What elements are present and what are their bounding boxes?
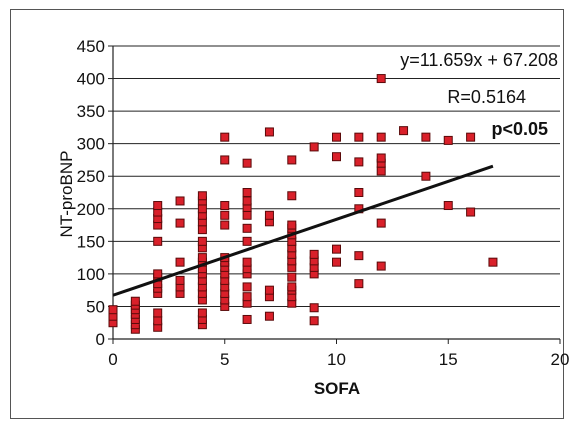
data-point — [197, 308, 207, 318]
data-point — [175, 218, 185, 228]
data-point — [376, 261, 386, 271]
data-point — [287, 220, 297, 230]
data-point — [197, 236, 207, 246]
regression-equation: y=11.659x + 67.208 — [400, 50, 558, 70]
gridlines — [113, 45, 560, 307]
data-points — [108, 74, 498, 334]
data-point — [242, 314, 252, 324]
data-point — [287, 272, 297, 282]
axes — [108, 45, 561, 344]
data-point — [242, 292, 252, 302]
data-point — [130, 296, 140, 306]
data-point — [153, 269, 163, 279]
x-tick-label: 20 — [551, 350, 570, 369]
data-point — [399, 126, 409, 136]
data-point — [264, 127, 274, 137]
data-point — [354, 157, 364, 167]
data-point — [220, 210, 230, 220]
y-tick-label: 300 — [77, 135, 105, 154]
data-point — [332, 152, 341, 162]
data-point — [466, 132, 476, 142]
data-point — [443, 135, 453, 145]
data-point — [220, 155, 230, 165]
data-point — [175, 196, 185, 206]
p-value: p<0.05 — [491, 119, 548, 139]
data-point — [242, 223, 252, 233]
data-point — [466, 207, 476, 217]
y-tick-label: 400 — [77, 70, 105, 89]
data-point — [242, 282, 252, 292]
data-point — [197, 204, 207, 214]
y-tick-label: 0 — [96, 330, 105, 349]
data-point — [332, 257, 341, 267]
y-tick-label: 150 — [77, 232, 105, 251]
data-point — [242, 236, 252, 246]
data-point — [287, 191, 297, 201]
correlation-value: R=0.5164 — [447, 87, 526, 107]
data-point — [220, 132, 230, 142]
data-point — [153, 308, 163, 318]
data-point — [376, 74, 386, 84]
regression-line — [112, 164, 494, 297]
data-point — [175, 257, 185, 267]
data-point — [421, 132, 431, 142]
data-point — [376, 166, 386, 176]
data-point — [443, 201, 453, 211]
x-tick-label: 5 — [220, 350, 229, 369]
data-point — [309, 303, 319, 313]
data-point — [421, 171, 431, 181]
data-point — [354, 279, 364, 289]
y-tick-label: 450 — [77, 37, 105, 56]
data-point — [242, 158, 252, 168]
y-tick-label: 250 — [77, 167, 105, 186]
data-point — [354, 251, 364, 261]
data-point — [332, 244, 341, 254]
data-point — [309, 316, 319, 326]
data-point — [264, 210, 274, 220]
data-point — [354, 188, 364, 197]
data-point — [242, 188, 252, 197]
tick-labels: 0 50 100 150 200 250 300 350 400 450 0 5 10 15 20 — [77, 37, 570, 369]
data-point — [488, 257, 498, 267]
data-point — [332, 132, 341, 142]
data-point — [197, 225, 207, 235]
y-tick-label: 100 — [77, 265, 105, 284]
data-point — [153, 201, 163, 211]
x-tick-label: 10 — [327, 350, 346, 369]
data-point — [220, 220, 230, 230]
data-point — [197, 191, 207, 201]
x-tick-label: 15 — [439, 350, 458, 369]
x-tick-label: 0 — [108, 350, 117, 369]
data-point — [220, 201, 230, 211]
data-point — [153, 236, 163, 246]
data-point — [242, 257, 252, 267]
data-point — [197, 253, 207, 263]
data-point — [264, 285, 274, 295]
data-point — [242, 210, 252, 220]
data-point — [175, 275, 185, 285]
data-point — [153, 316, 163, 326]
data-point — [108, 305, 118, 315]
x-axis-title: SOFA — [314, 379, 360, 398]
y-tick-label: 350 — [77, 102, 105, 121]
y-tick-label: 50 — [86, 297, 105, 316]
data-point — [376, 153, 386, 163]
data-point — [287, 155, 297, 165]
data-point — [242, 196, 252, 206]
data-point — [309, 142, 319, 152]
data-point — [309, 249, 319, 259]
data-point — [376, 132, 386, 142]
y-tick-label: 200 — [77, 200, 105, 219]
regression-line-group — [112, 164, 494, 297]
data-point — [264, 311, 274, 321]
data-point — [376, 218, 386, 228]
data-point — [287, 282, 297, 292]
y-axis-title: NT-proBNP — [57, 151, 76, 238]
data-point — [354, 132, 364, 142]
